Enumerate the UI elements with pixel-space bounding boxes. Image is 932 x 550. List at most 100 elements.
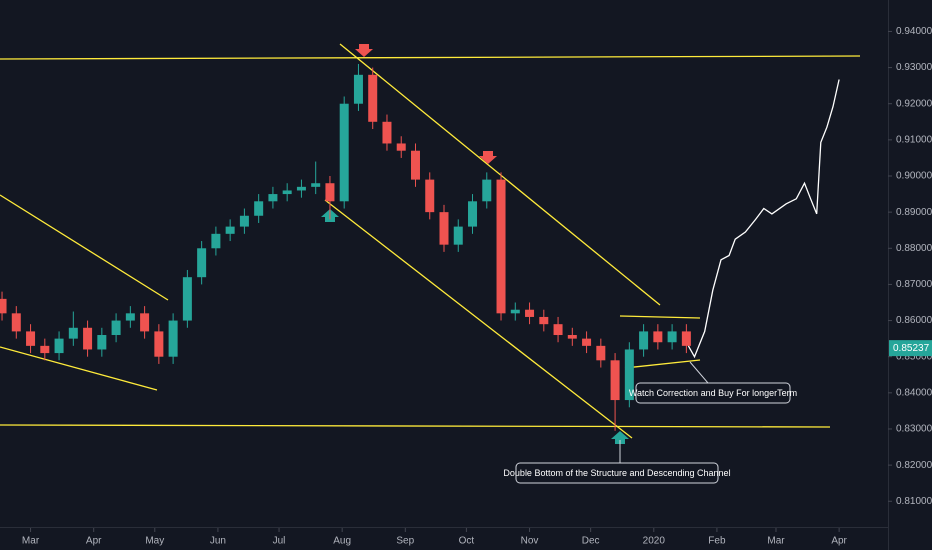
candle-body [425,179,435,213]
candle-body [325,183,335,202]
candle-body [681,331,691,346]
candle-body [368,74,378,122]
candle-body [54,338,64,354]
down-arrow [479,151,497,164]
candle-body [225,226,235,234]
x-tick-label: Mar [767,536,785,547]
trend-line [0,194,169,301]
x-tick-label: May [145,536,164,547]
x-tick-label: 2020 [643,536,666,547]
candle-body [11,313,21,332]
candle-body [639,331,649,350]
y-tick-label: 0.85000 [896,351,932,362]
y-tick-label: 0.82000 [896,460,932,471]
x-tick-label: Feb [708,536,726,547]
trend-line [0,424,831,428]
candle-body [182,277,192,321]
candle-body [396,143,406,151]
trend-line [619,315,701,319]
annotation-box [515,462,719,484]
y-tick-label: 0.93000 [896,62,932,73]
candle-body [667,331,677,343]
candle-body [311,183,321,187]
candle-body [339,103,349,202]
candle-body [482,179,492,202]
candle-body [624,349,634,401]
x-tick-label: Sep [396,536,414,547]
x-tick-label: Apr [86,536,102,547]
candle-body [111,320,121,336]
trend-line [0,55,861,60]
candle-body [553,324,563,336]
candle-body [282,190,292,195]
candle-body [254,201,264,216]
candle-body [211,233,221,249]
y-tick-label: 0.91000 [896,135,932,146]
trend-line [0,346,158,391]
marks [0,63,840,431]
candle-body [453,226,463,245]
down-arrow [355,44,373,57]
y-tick-label: 0.84000 [896,387,932,398]
candle-body [40,345,50,354]
candle-body [140,313,150,332]
trend-line [324,199,633,439]
annotation: Double Bottom of the Structure and Desce… [503,468,730,478]
y-tick-label: 0.89000 [896,207,932,218]
candle-body [496,179,506,314]
y-tick-label: 0.90000 [896,171,932,182]
y-tick-label: 0.83000 [896,424,932,435]
x-tick-label: Apr [831,536,847,547]
candle-body [197,248,207,278]
x-tick-label: Dec [582,536,600,547]
candle-body [268,194,278,202]
x-tick-label: Jun [210,536,226,547]
candle-body [154,331,164,357]
y-tick-label: 0.86000 [896,315,932,326]
x-tick-label: Oct [459,536,475,547]
candle-body [68,327,78,339]
drawings [0,43,861,463]
annotation: Watch Correction and Buy For longerTerm [629,388,797,398]
last-price-box [889,340,932,357]
candle-body [525,309,535,317]
candle-body [582,338,592,346]
candle-body [468,201,478,227]
callout-line [689,361,709,384]
candle-body [410,150,420,180]
up-arrow [611,431,629,444]
candle-body [653,331,663,343]
y-tick-label: 0.88000 [896,243,932,254]
trend-line [339,43,661,306]
candle-body [353,74,363,104]
y-tick-label: 0.87000 [896,279,932,290]
candle-body [125,313,135,321]
candle-body [83,327,93,350]
candle-body [0,298,7,314]
candle-body [539,316,549,325]
candle-body [567,335,577,339]
candle-body [296,186,306,191]
candle-body [97,335,107,350]
candle-body [26,331,36,346]
x-tick-label: Mar [22,536,40,547]
candle-body [596,345,606,361]
y-tick-label: 0.81000 [896,496,932,507]
candle-body [168,320,178,357]
candle-body [382,121,392,144]
x-tick-label: Aug [333,536,351,547]
last-price-label: 0.85237 [893,343,930,354]
y-tick-label: 0.92000 [896,98,932,109]
projection-line [687,79,840,359]
candle-body [439,212,449,245]
y-tick-label: 0.94000 [896,26,932,37]
trend-line [624,359,701,369]
candle-body [610,360,620,401]
x-tick-label: Nov [521,536,539,547]
candle-body [510,309,520,314]
candle-body [239,215,249,227]
annotation-box [635,382,791,404]
x-tick-label: Jul [273,536,286,547]
